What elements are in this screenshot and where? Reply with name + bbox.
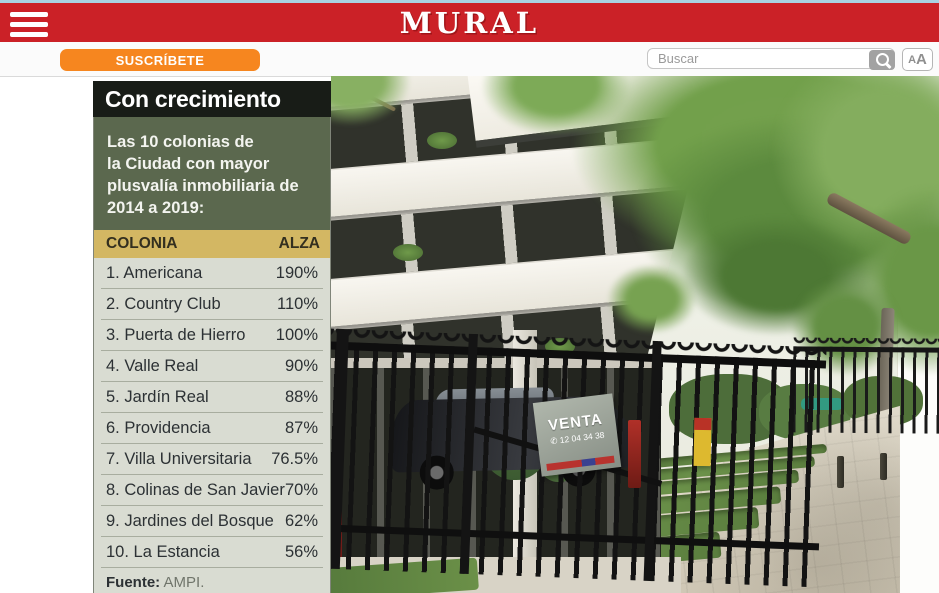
table-row: 1. Americana 190% (101, 258, 323, 289)
balcony-plant (393, 244, 423, 261)
search-icon (875, 53, 889, 66)
table-row: 5. Jardín Real 88% (101, 382, 323, 413)
table-row: 3. Puerta de Hierro 100% (101, 320, 323, 351)
table-body: 1. Americana 190% 2. Country Club 110% 3. … (94, 258, 330, 568)
source-value: AMPI. (163, 574, 205, 591)
subscribe-button[interactable]: SUSCRÍBETE (60, 49, 260, 71)
sale-sign-stripe (546, 455, 615, 471)
hamburger-icon (10, 12, 48, 17)
tree-canopy (607, 264, 697, 334)
search-input[interactable] (647, 48, 895, 69)
source-label: Fuente: (106, 574, 161, 591)
table-row: 4. Valle Real 90% (101, 351, 323, 382)
table-row: 2. Country Club 110% (101, 289, 323, 320)
hamburger-menu-button[interactable] (10, 12, 48, 38)
table-row: 6. Providencia 87% (101, 413, 323, 444)
fence-banner (628, 420, 641, 488)
search-button[interactable] (869, 49, 895, 70)
article-photo: VENTA ✆ 12 04 34 38 (331, 76, 939, 593)
subheader: SUSCRÍBETE AA (0, 42, 939, 77)
infographic-panel: Con crecimiento Las 10 colonias de la Ci… (93, 81, 338, 593)
fence-sign (693, 417, 712, 467)
balcony-plant (427, 132, 457, 149)
bollard (837, 456, 844, 488)
column-colonia: COLONIA (106, 235, 178, 252)
bollard (880, 453, 887, 480)
table-row: 8. Colinas de San Javier 70% (101, 475, 323, 506)
infographic-title: Con crecimiento (93, 81, 338, 117)
search-box (647, 48, 897, 71)
sale-sign: VENTA ✆ 12 04 34 38 (532, 393, 622, 477)
table-row: 9. Jardines del Bosque 62% (101, 506, 323, 537)
column-alza: ALZA (278, 235, 320, 252)
table-row: 10. La Estancia 56% (101, 537, 323, 568)
infographic-intro: Las 10 colonias de la Ciudad con mayor p… (94, 117, 330, 230)
phone-icon: ✆ (549, 435, 559, 447)
table-header: COLONIA ALZA (94, 230, 330, 258)
main-header: MURAL (0, 3, 939, 42)
table-row: 7. Villa Universitaria 76.5% (101, 444, 323, 475)
brand-logo[interactable]: MURAL (399, 5, 540, 40)
top-strip (0, 0, 939, 3)
source-note: Fuente: AMPI. (94, 568, 330, 593)
